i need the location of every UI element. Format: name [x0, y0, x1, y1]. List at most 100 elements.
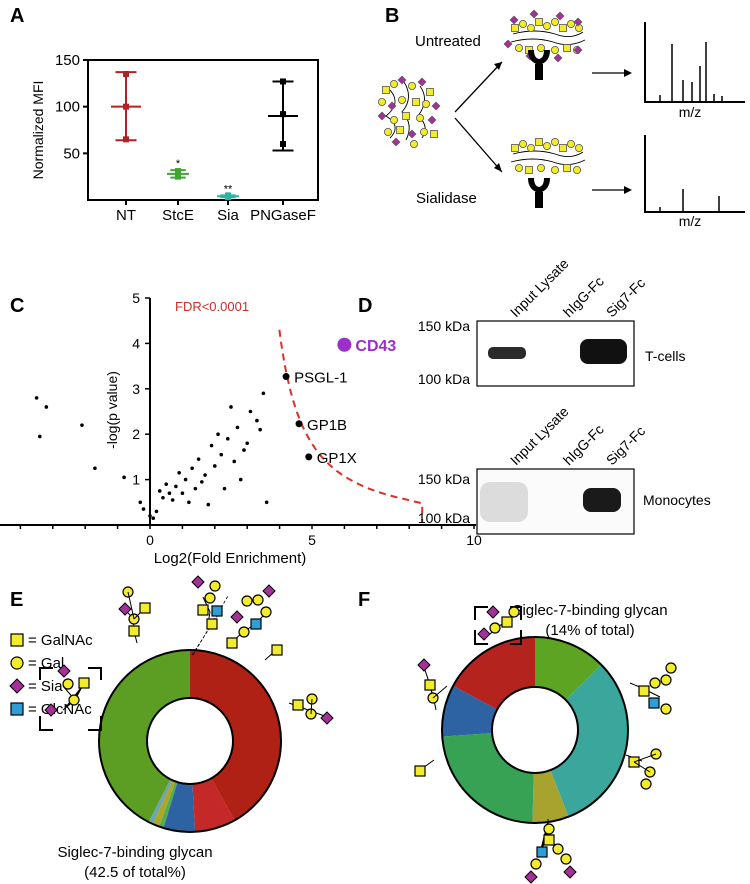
panel-label-f: F: [358, 589, 370, 611]
c-point: [222, 486, 227, 491]
caption-e-2: (42.5 of total%): [84, 864, 186, 881]
c-point: [167, 491, 172, 496]
legend-label: = GalNAc: [28, 632, 93, 649]
panel-c-axes: 0 5 10 1 2 3 4 5: [0, 290, 482, 548]
panel-c-ylabel: -log(p value): [104, 371, 120, 449]
legend-label: = Gal: [28, 655, 64, 672]
c-labeled-point-gp1x: [305, 453, 313, 461]
c-xtick-label: 5: [308, 532, 316, 548]
c-point: [154, 509, 159, 514]
glycan-f-bottom: [524, 819, 577, 884]
arrowhead-sialidase: [494, 163, 502, 172]
c-point: [141, 507, 146, 511]
donut-slice: [99, 650, 190, 823]
c-point: [200, 480, 204, 484]
c-point: [122, 475, 126, 480]
siglec7-glycan-e[interactable]: [39, 664, 102, 731]
glycan-f-right1: [629, 662, 677, 715]
panel-label-d: D: [358, 295, 372, 317]
donut-slice: [152, 780, 176, 827]
glycan-e-top2: [191, 575, 223, 630]
a-series-StcE: *: [167, 158, 189, 180]
lane-label: hIgG-Fc: [560, 421, 607, 468]
c-point: [93, 466, 97, 471]
c-point: [229, 405, 233, 409]
a-xtick-label: Sia: [217, 207, 239, 224]
c-point: [151, 516, 156, 520]
legend-label: = GlcNAc: [28, 701, 92, 718]
c-xtick-label: 10: [466, 532, 482, 548]
a-significance: *: [176, 158, 181, 170]
c-ytick-label: 5: [132, 290, 140, 306]
antibody-untreated: [528, 50, 550, 80]
mass-spectrum-1: [644, 22, 745, 103]
a-point: [175, 173, 181, 180]
c-point: [196, 457, 201, 461]
donut-slice: [441, 685, 498, 737]
legend-symbol: [10, 702, 24, 716]
c-point: [258, 427, 262, 432]
c-point: [219, 452, 224, 457]
legend-symbol: [10, 656, 24, 670]
c-xtick-label: 0: [146, 532, 154, 548]
a-ytick-label: 150: [55, 52, 80, 69]
c-labeled-point-psgl-1: [282, 373, 290, 381]
caption-f-1: Siglec-7-binding glycan: [512, 602, 667, 619]
arrow-untreated: [454, 61, 503, 113]
c-point: [242, 448, 246, 452]
panel-a: A Normalized MFI 150 100 50 NT StcE Sia PNGas…: [10, 5, 319, 224]
c-point: [44, 405, 49, 409]
donut-hole: [146, 697, 234, 785]
glycan-e-right2: [288, 693, 334, 725]
c-point: [245, 441, 249, 446]
glycan-f-right2: [625, 748, 662, 790]
lane-label: Sig7-Fc: [603, 275, 648, 320]
glycan-f-left2: [414, 759, 435, 777]
c-point: [177, 470, 181, 475]
label-monocytes: Monocytes: [643, 492, 711, 508]
panel-a-yticks: 150 100 50: [55, 52, 88, 162]
c-point: [138, 500, 143, 505]
panel-b: B Untreated Sialidase m/z: [378, 5, 745, 229]
band-tcells-sig7: [580, 339, 627, 364]
c-point: [34, 396, 39, 400]
c-point: [209, 443, 214, 448]
fdr-threshold-curve: [278, 329, 424, 523]
c-point: [183, 477, 188, 482]
donut-e: [98, 649, 282, 833]
lane-label: hIgG-Fc: [560, 273, 607, 320]
c-point: [187, 500, 191, 505]
c-point: [216, 432, 220, 437]
donut-slice: [192, 778, 235, 832]
c-point: [193, 486, 198, 491]
mass-spectrum-2: [644, 135, 745, 213]
panel-e: E = GalNAc = Gal = Sia = GlcNAc: [9, 575, 334, 881]
a-point: [123, 71, 129, 77]
panel-a-marks: ***: [111, 71, 298, 201]
a-xtick-label: NT: [116, 207, 136, 224]
c-labeled-point-gp1b: [295, 420, 303, 428]
siglec7-glycan-f[interactable]: [474, 605, 522, 645]
label-tcells: T-cells: [645, 348, 685, 364]
donut-slice: [550, 664, 628, 817]
donut-slice: [163, 782, 196, 832]
glycoprotein-blob: [378, 76, 440, 148]
legend-symbol: [9, 678, 25, 694]
panel-a-frame: [87, 59, 319, 201]
glycan-e-top3: [226, 584, 276, 649]
caption-f-2: (14% of total): [545, 622, 634, 639]
mz-label-1: m/z: [679, 104, 702, 120]
panel-label-b: B: [385, 5, 399, 27]
a-ytick-label: 50: [63, 145, 80, 162]
band-monocytes-input: [480, 482, 528, 522]
panel-a-ylabel: Normalized MFI: [30, 81, 46, 180]
legend-label: = Sia: [28, 678, 63, 695]
a-point: [280, 111, 286, 118]
donut-hole: [491, 686, 579, 774]
panel-a-xticks: NT StcE Sia PNGaseF: [116, 200, 316, 224]
mz-label-2: m/z: [679, 213, 702, 229]
c-point: [180, 491, 185, 496]
c-point: [238, 477, 243, 482]
